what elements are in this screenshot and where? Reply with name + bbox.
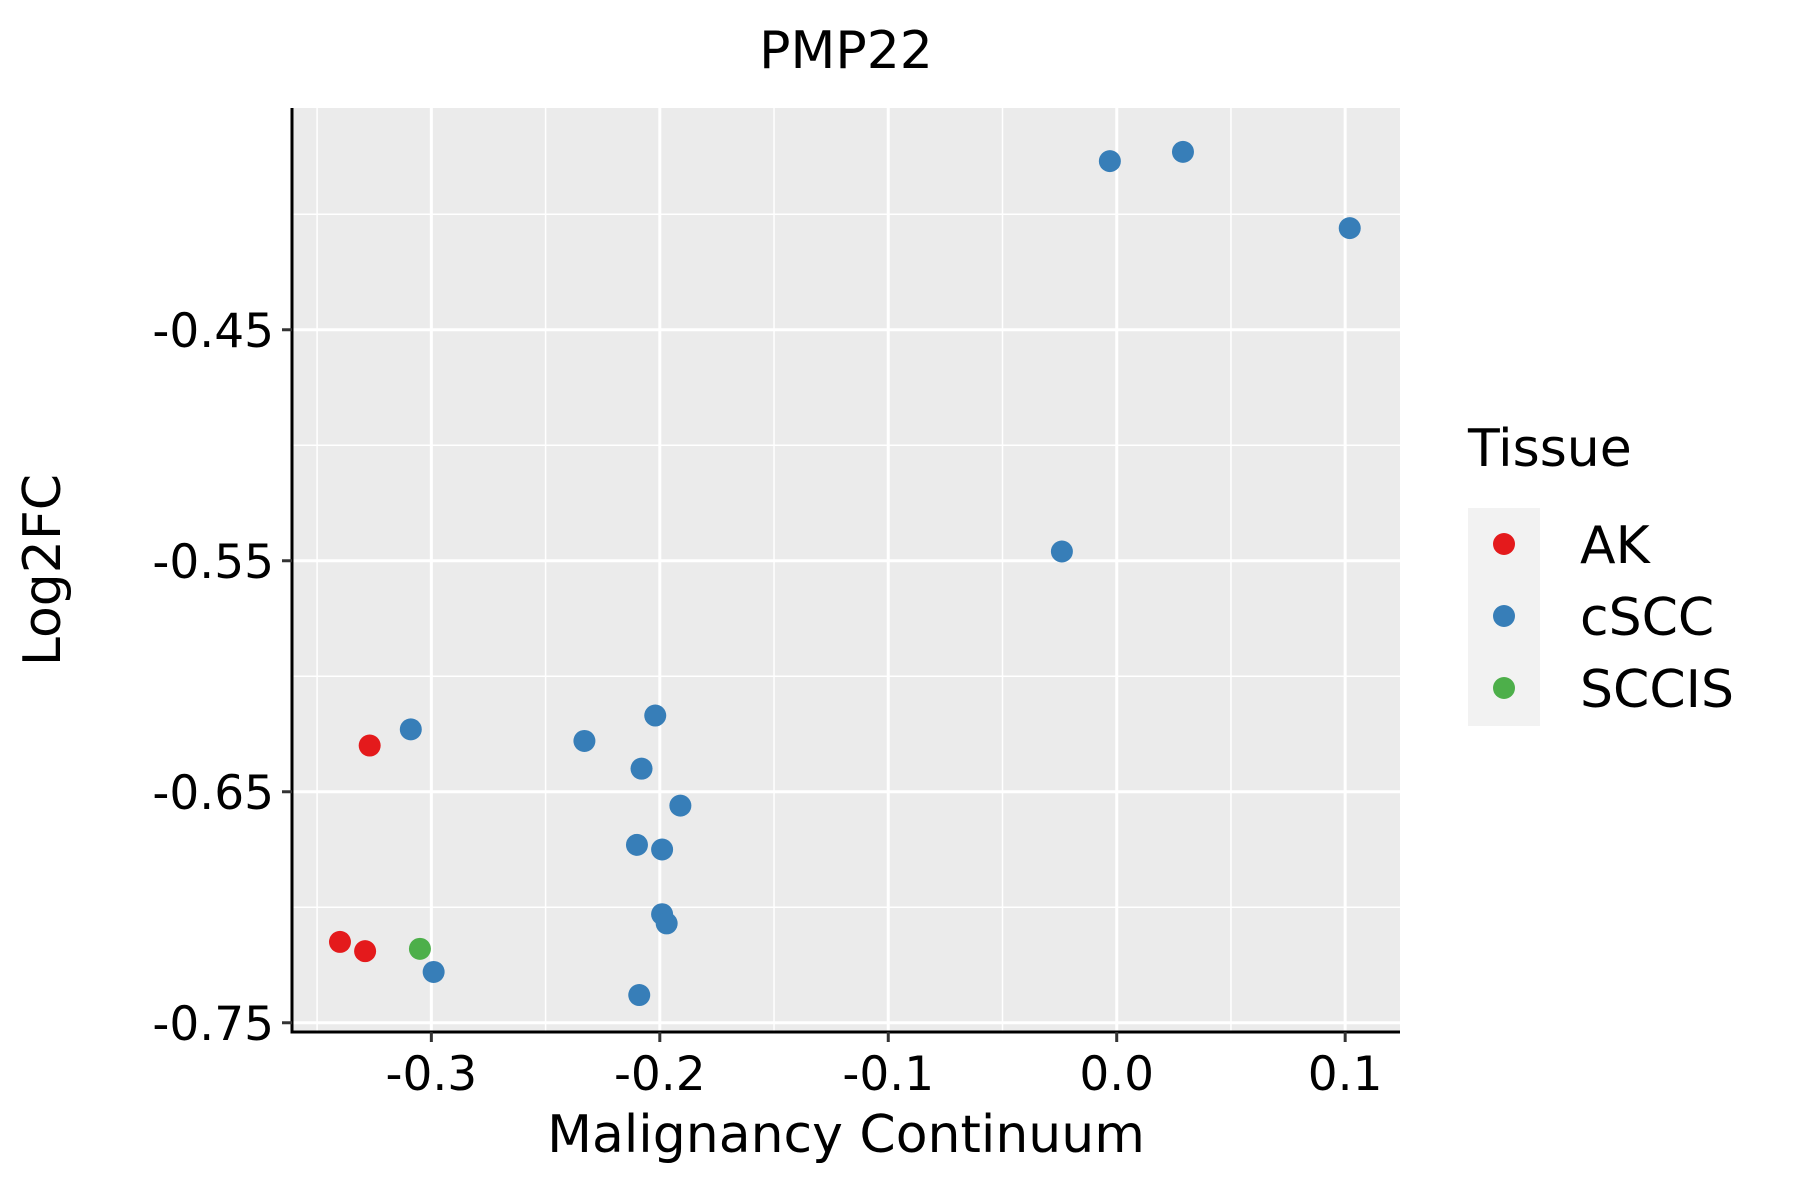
- point-cscc: [1338, 217, 1361, 240]
- chart-title: PMP22: [759, 21, 933, 81]
- point-ak: [354, 940, 377, 963]
- point-cscc: [1171, 140, 1194, 163]
- legend-label-ak: AK: [1580, 516, 1652, 576]
- point-cscc: [1050, 540, 1073, 563]
- x-axis-ticks: -0.3 -0.2 -0.1 0.0 0.1: [385, 1032, 1383, 1102]
- point-cscc: [630, 757, 653, 780]
- point-cscc: [573, 729, 596, 752]
- legend-key-cscc: [1493, 605, 1515, 627]
- x-tick-label: -0.3: [385, 1047, 477, 1102]
- point-cscc: [399, 718, 422, 741]
- y-tick-label: -0.45: [152, 304, 274, 359]
- point-cscc: [1098, 150, 1121, 173]
- point-cscc: [669, 794, 692, 817]
- point-cscc: [422, 960, 445, 983]
- point-sccis: [408, 937, 431, 960]
- legend-label-cscc: cSCC: [1580, 588, 1714, 648]
- y-tick-label: -0.75: [152, 997, 274, 1052]
- y-tick-label: -0.55: [152, 535, 274, 590]
- x-tick-label: -0.2: [614, 1047, 706, 1102]
- y-axis-ticks: -0.45 -0.55 -0.65 -0.75: [152, 304, 292, 1052]
- legend-key-sccis: [1493, 677, 1515, 699]
- data-points: [328, 140, 1361, 1007]
- plot-panel: [292, 108, 1400, 1032]
- point-cscc: [644, 704, 667, 727]
- x-tick-label: 0.0: [1079, 1047, 1154, 1102]
- x-axis-title: Malignancy Continuum: [547, 1105, 1145, 1165]
- legend-key-ak: [1493, 533, 1515, 555]
- grid-minor: [292, 108, 1400, 1032]
- legend-entries: AK cSCC SCCIS: [1493, 516, 1734, 720]
- y-axis-title: Log2FC: [13, 474, 73, 666]
- x-tick-label: -0.1: [842, 1047, 934, 1102]
- point-cscc: [628, 984, 651, 1007]
- legend: Tissue AK cSCC SCCIS: [1467, 419, 1734, 726]
- point-cscc: [625, 833, 648, 856]
- y-tick-label: -0.65: [152, 766, 274, 821]
- point-ak: [328, 930, 351, 953]
- x-tick-label: 0.1: [1308, 1047, 1383, 1102]
- legend-title: Tissue: [1467, 419, 1632, 479]
- point-cscc: [651, 838, 674, 861]
- point-cscc: [655, 912, 678, 935]
- point-ak: [358, 734, 381, 757]
- legend-label-sccis: SCCIS: [1580, 660, 1734, 720]
- grid-major: [292, 108, 1400, 1032]
